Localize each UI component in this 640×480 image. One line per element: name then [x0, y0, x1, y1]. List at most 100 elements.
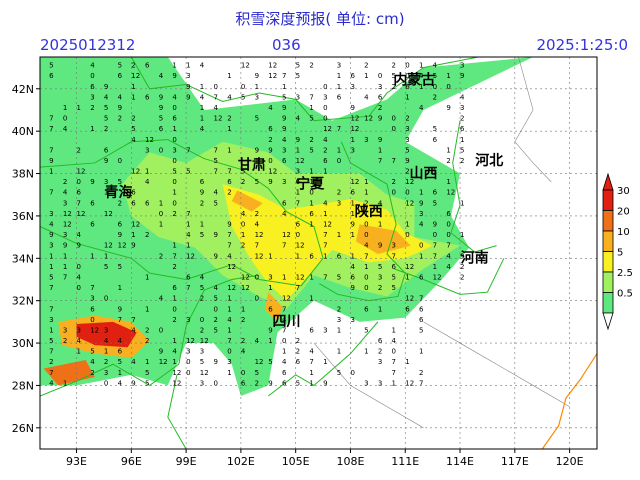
- grid-value: 12: [63, 221, 72, 229]
- grid-value: 7: [392, 358, 396, 366]
- grid-value: 3: [323, 326, 327, 334]
- grid-value: 4: [131, 326, 136, 334]
- grid-value: 1: [378, 305, 382, 313]
- grid-value: 6: [145, 199, 150, 207]
- grid-value: 3: [460, 62, 464, 70]
- snow-field-orange-1: [355, 224, 411, 255]
- grid-value: 6: [118, 72, 123, 80]
- boundary-tibet-south: [40, 363, 150, 397]
- grid-value: 4: [172, 348, 177, 356]
- grid-value: 1: [309, 104, 313, 112]
- grid-value: 3: [49, 210, 53, 218]
- lon-tick-label: 96E: [121, 455, 142, 468]
- boundary-sichuan-east: [267, 321, 379, 397]
- grid-value: 5: [296, 379, 300, 387]
- grid-value: 12: [200, 369, 209, 377]
- grid-value: 2: [77, 146, 81, 154]
- grid-value: 7: [364, 252, 368, 260]
- grid-value: 5: [268, 358, 272, 366]
- grid-value: 2: [419, 369, 423, 377]
- grid-value: 1: [227, 72, 231, 80]
- grid-value: 6: [90, 221, 95, 229]
- grid-value: 5: [433, 199, 437, 207]
- grid-value: 1: [49, 168, 53, 176]
- grid-value: 0: [337, 157, 341, 165]
- grid-value: 3: [364, 379, 368, 387]
- grid-value: 1: [172, 242, 176, 250]
- grid-value: 4: [200, 125, 205, 133]
- grid-value: 1: [309, 221, 313, 229]
- grid-value: 2: [255, 379, 259, 387]
- province-label: 内蒙古: [393, 72, 435, 89]
- grid-value: 1: [433, 168, 437, 176]
- grid-value: 5: [460, 146, 464, 154]
- grid-value: 6: [405, 305, 410, 313]
- grid-value: 3: [186, 72, 190, 80]
- grid-value: 4: [63, 189, 68, 197]
- grid-value: 9: [378, 136, 382, 144]
- grid-value: 7: [49, 369, 53, 377]
- colorbar-label: 10: [617, 227, 630, 238]
- grid-value: 1: [200, 104, 204, 112]
- grid-value: 12: [131, 221, 140, 229]
- lat-tick-label: 30N: [12, 337, 34, 350]
- grid-value: 2: [104, 358, 108, 366]
- grid-value: 2: [460, 273, 464, 281]
- lon-tick-label: 93E: [66, 455, 87, 468]
- grid-value: 5: [213, 326, 217, 334]
- lat-tick-label: 28N: [12, 379, 34, 392]
- grid-value: 1: [131, 83, 135, 91]
- grid-value: 0: [213, 305, 217, 313]
- grid-value: 1: [227, 125, 231, 133]
- grid-value: 5: [200, 284, 204, 292]
- grid-value: 0: [186, 358, 190, 366]
- grid-value: 6: [350, 273, 355, 281]
- province-label: 陕西: [355, 203, 383, 220]
- grid-value: 2: [296, 348, 300, 356]
- grid-value: 1: [104, 348, 108, 356]
- grid-value: 1: [350, 199, 354, 207]
- grid-value: 7: [392, 369, 396, 377]
- snow-field-red: [76, 321, 137, 348]
- grid-value: 9: [282, 104, 286, 112]
- grid-value: 6: [282, 157, 287, 165]
- grid-value: 12: [241, 273, 250, 281]
- grid-value: 2: [392, 62, 396, 70]
- grid-value: 6: [392, 263, 397, 271]
- grid-value: 0: [419, 242, 423, 250]
- grid-value: 7: [213, 168, 217, 176]
- grid-value: 12: [172, 369, 181, 377]
- grid-value: 6: [227, 178, 232, 186]
- grid-value: 1: [186, 221, 190, 229]
- grid-value: 7: [323, 273, 327, 281]
- grid-value: 12: [268, 72, 277, 80]
- grid-value: 4: [159, 295, 164, 303]
- grid-value: 4: [118, 379, 123, 387]
- grid-value: 5: [309, 146, 313, 154]
- grid-value: 3: [392, 242, 396, 250]
- grid-value: 12: [364, 115, 373, 123]
- grid-value: 1: [227, 305, 231, 313]
- grid-value: 7: [309, 358, 313, 366]
- grid-value: 12: [405, 295, 414, 303]
- grid-value: 7: [49, 146, 53, 154]
- grid-value: 1: [446, 72, 450, 80]
- grid-value: 9: [131, 379, 135, 387]
- grid-value: 3: [350, 83, 354, 91]
- grid-value: 1: [405, 93, 409, 101]
- grid-value: 4: [118, 337, 123, 345]
- lon-tick-label: 105E: [282, 455, 310, 468]
- grid-value: 1: [419, 62, 423, 70]
- grid-value: 0: [77, 178, 81, 186]
- lon-tick-label: 117E: [501, 455, 529, 468]
- grid-value: 7: [296, 199, 300, 207]
- grid-value: 1: [392, 326, 396, 334]
- grid-value: 0: [433, 231, 437, 239]
- grid-value: 0: [309, 189, 313, 197]
- grid-value: 0: [323, 104, 327, 112]
- grid-value: 0: [255, 295, 259, 303]
- grid-value: 3: [378, 379, 382, 387]
- grid-value: 2: [405, 115, 409, 123]
